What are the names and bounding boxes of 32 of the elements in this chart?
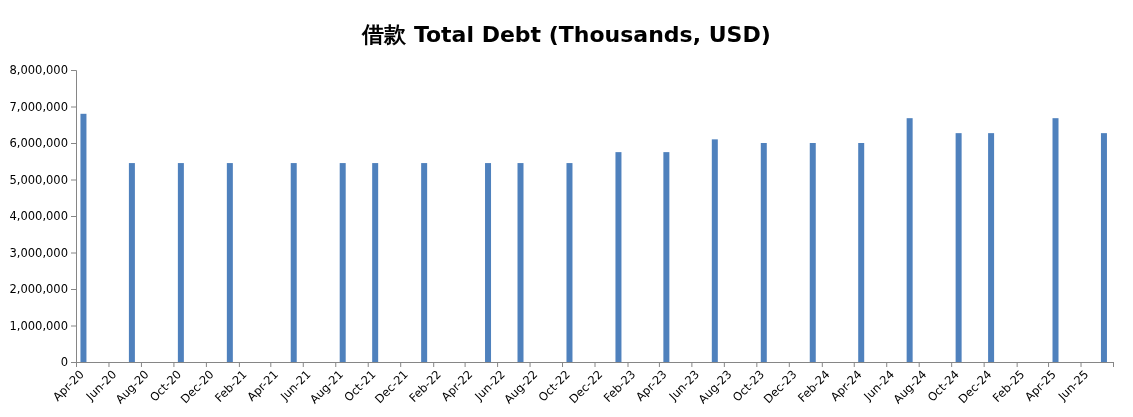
bar xyxy=(372,163,379,362)
y-tick-label: 5,000,000 xyxy=(9,172,68,187)
bar xyxy=(339,163,346,362)
y-tick-label: 0 xyxy=(60,355,68,370)
bar xyxy=(1052,118,1059,362)
bar xyxy=(906,118,913,362)
bar xyxy=(226,163,233,362)
bar xyxy=(1100,133,1107,362)
y-tick-label: 2,000,000 xyxy=(9,282,68,297)
y-tick-label: 8,000,000 xyxy=(9,63,68,78)
bar xyxy=(955,133,962,362)
y-tick-label: 3,000,000 xyxy=(9,245,68,260)
chart-title: 借款 Total Debt (Thousands, USD) xyxy=(361,22,771,47)
bar xyxy=(809,143,816,362)
bar xyxy=(290,163,297,362)
bar xyxy=(858,143,865,362)
bar xyxy=(128,163,135,362)
bar xyxy=(80,113,87,362)
bar xyxy=(615,152,622,362)
y-tick-label: 1,000,000 xyxy=(9,318,68,333)
bar xyxy=(177,163,184,362)
bar xyxy=(663,152,670,362)
y-tick-label: 6,000,000 xyxy=(9,136,68,151)
y-tick-label: 4,000,000 xyxy=(9,209,68,224)
bar xyxy=(711,139,718,362)
bar xyxy=(988,133,995,362)
bar xyxy=(485,163,492,362)
bar xyxy=(517,163,524,362)
y-tick-label: 7,000,000 xyxy=(9,99,68,114)
bar xyxy=(421,163,428,362)
bar xyxy=(760,143,767,362)
bar xyxy=(566,163,573,362)
